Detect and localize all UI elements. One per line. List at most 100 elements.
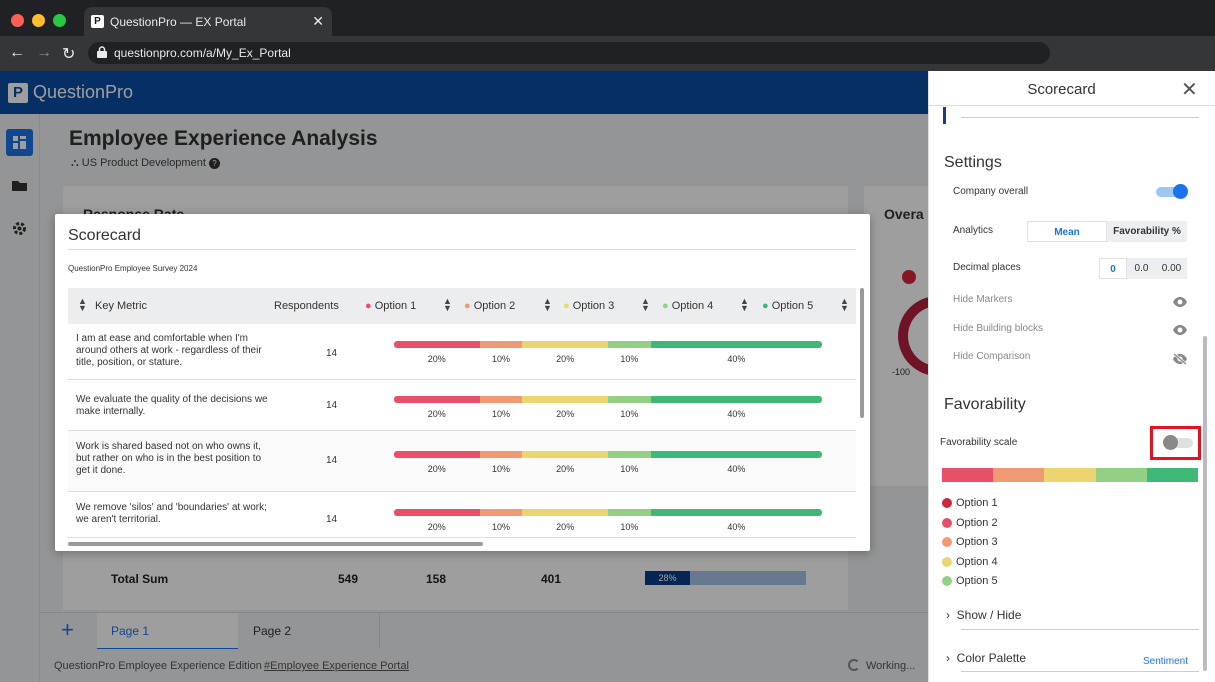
show-hide-section[interactable]: › Show / Hide xyxy=(946,608,1021,622)
distribution-bar xyxy=(394,341,822,348)
mean-button[interactable]: Mean xyxy=(1027,221,1107,242)
sentiment-link[interactable]: Sentiment xyxy=(1143,656,1189,667)
percent-label: 20% xyxy=(427,464,446,474)
chevron-right-icon: › xyxy=(946,651,950,665)
percent-label: 10% xyxy=(491,464,511,474)
col-option-5[interactable]: ● Option 5 xyxy=(762,300,813,312)
color-palette-section[interactable]: › Color Palette xyxy=(946,651,1026,665)
percent-label: 10% xyxy=(620,354,639,364)
panel-scrollbar[interactable] xyxy=(1203,336,1207,671)
col-option-1-label: Option 1 xyxy=(374,300,417,312)
option-4-dot-icon: ● xyxy=(662,300,669,312)
bar-segment-option-5 xyxy=(650,509,822,516)
sort-icon[interactable]: ▲ ▼ xyxy=(840,296,849,313)
gear-icon[interactable] xyxy=(6,215,33,242)
sort-icon[interactable]: ▲ ▼ xyxy=(443,296,452,313)
questionpro-logo-icon: P xyxy=(8,83,28,103)
address-bar[interactable]: questionpro.com/a/My_Ex_Portal xyxy=(88,42,1050,64)
chevron-right-icon: › xyxy=(946,608,950,622)
maximize-window-icon[interactable] xyxy=(53,14,66,27)
forward-arrow-icon[interactable]: → xyxy=(36,44,52,61)
favorability-scale-label: Favorability scale xyxy=(940,437,1018,448)
scale-segment-4 xyxy=(1095,468,1147,482)
scale-segment-1 xyxy=(942,468,994,482)
help-icon[interactable]: ? xyxy=(208,158,220,169)
col-option-2[interactable]: ● Option 2 xyxy=(464,300,515,312)
percent-label: 10% xyxy=(620,522,639,532)
overall-card: Overa -100 xyxy=(864,186,938,486)
legend-label: Option 3 xyxy=(956,536,998,548)
respondents-count: 14 xyxy=(326,455,338,466)
footer-edition: QuestionPro Employee Experience Edition xyxy=(54,660,262,672)
question-text: We remove 'silos' and 'boundaries' at wo… xyxy=(76,502,267,525)
close-window-icon[interactable] xyxy=(11,14,24,27)
back-arrow-icon[interactable]: ← xyxy=(9,44,25,61)
sort-icon[interactable]: ▲ ▼ xyxy=(740,296,749,313)
sort-icon[interactable]: ▲ ▼ xyxy=(641,296,650,313)
minimize-window-icon[interactable] xyxy=(32,14,45,27)
decimal-0-button[interactable]: 0 xyxy=(1099,258,1127,279)
divider xyxy=(961,117,1199,118)
bar-segment-option-1 xyxy=(394,396,480,403)
sort-icon[interactable]: ▲ ▼ xyxy=(78,296,87,313)
percent-label: 20% xyxy=(427,409,446,419)
percent-label: 40% xyxy=(727,464,746,474)
respondents-count: 14 xyxy=(326,514,338,525)
favorability-heading: Favorability xyxy=(944,396,1026,413)
decimal-1-button[interactable]: 0.0 xyxy=(1127,258,1156,279)
toggle-knob xyxy=(1163,435,1178,450)
decimal-places-label: Decimal places xyxy=(953,262,1021,273)
favorability-scale-toggle[interactable] xyxy=(1163,435,1193,450)
org-tree-icon: ⛬ xyxy=(71,157,79,169)
percent-label: 10% xyxy=(491,354,511,364)
legend-dot-icon xyxy=(942,498,952,508)
favorability-pct-button[interactable]: Favorability % xyxy=(1107,221,1187,242)
eye-icon[interactable] xyxy=(1172,296,1188,308)
percent-label: 20% xyxy=(427,522,446,532)
add-page-icon[interactable]: + xyxy=(61,617,74,642)
col-option-1[interactable]: ● Option 1 xyxy=(365,300,416,312)
bar-segment-option-5 xyxy=(650,341,822,348)
eye-icon[interactable] xyxy=(1172,324,1188,336)
bar-segment-option-1 xyxy=(394,341,480,348)
footer-portal-link[interactable]: #Employee Experience Portal xyxy=(264,660,409,672)
distribution-bar xyxy=(394,509,822,516)
decimal-2-button[interactable]: 0.00 xyxy=(1156,258,1187,279)
dashboard-icon[interactable] xyxy=(6,129,33,156)
company-overall-toggle[interactable] xyxy=(1156,184,1188,199)
browser-tab[interactable]: P QuestionPro — EX Portal ✕ xyxy=(84,7,332,36)
modal-title: Scorecard xyxy=(68,227,141,244)
vertical-scrollbar[interactable] xyxy=(860,288,864,418)
reload-icon[interactable]: ↻ xyxy=(62,46,76,63)
browser-tabstrip: P QuestionPro — EX Portal ✕ xyxy=(0,0,1215,36)
col-option-4[interactable]: ● Option 4 xyxy=(662,300,713,312)
toggle-knob xyxy=(1173,184,1188,199)
folder-icon[interactable] xyxy=(6,172,33,199)
tab-page-2[interactable]: Page 2 xyxy=(238,613,380,650)
bar-segment-option-3 xyxy=(522,396,608,403)
eye-slash-icon[interactable] xyxy=(1172,353,1188,365)
show-hide-label: Show / Hide xyxy=(956,608,1022,622)
bar-segment-option-2 xyxy=(479,451,523,458)
scorecard-modal: Scorecard QuestionPro Employee Survey 20… xyxy=(55,214,870,551)
sort-icon[interactable]: ▲ ▼ xyxy=(543,296,552,313)
close-icon[interactable]: ✕ xyxy=(1181,79,1198,101)
col-respondents[interactable]: Respondents xyxy=(274,300,339,312)
col-key-metric[interactable]: Key Metric xyxy=(95,300,147,312)
question-text: I am at ease and comfortable when I'm ar… xyxy=(76,333,262,368)
horizontal-scrollbar[interactable] xyxy=(68,542,483,546)
bar-segment-option-2 xyxy=(479,509,523,516)
close-tab-icon[interactable]: ✕ xyxy=(312,13,324,29)
col-option-3[interactable]: ● Option 3 xyxy=(563,300,614,312)
table-row: We remove 'silos' and 'boundaries' at wo… xyxy=(68,492,856,538)
bar-segment-option-1 xyxy=(394,451,480,458)
col-option-3-label: Option 3 xyxy=(572,300,615,312)
hide-comparison-label: Hide Comparison xyxy=(953,351,1031,362)
page-title: Employee Experience Analysis xyxy=(69,127,378,150)
legend-label: Option 1 xyxy=(956,497,998,509)
org-unit-label: US Product Development xyxy=(81,157,206,169)
gauge-arc xyxy=(898,296,938,376)
col-option-4-label: Option 4 xyxy=(671,300,714,312)
gauge-min-label: -100 xyxy=(892,367,911,377)
percent-label: 20% xyxy=(556,522,575,532)
